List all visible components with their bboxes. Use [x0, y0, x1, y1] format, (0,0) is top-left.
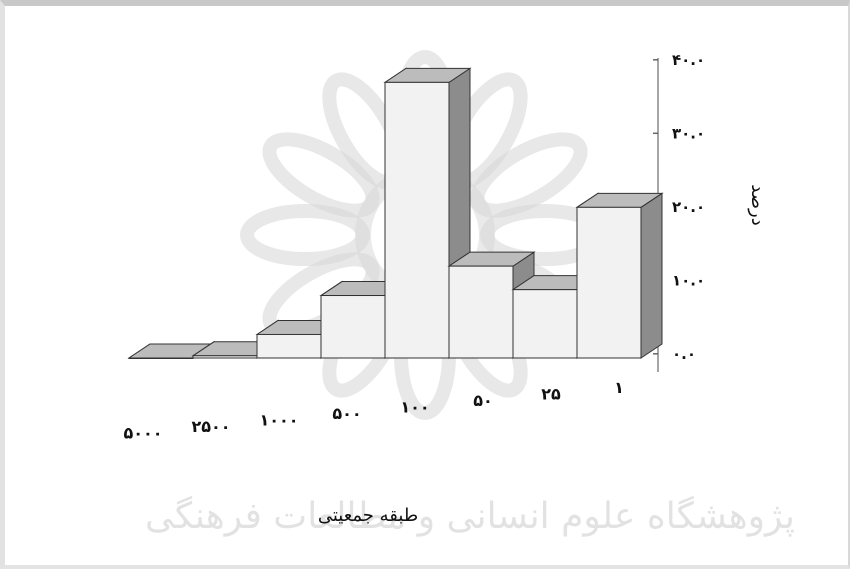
bar: [447, 251, 536, 359]
x-axis-title: طبقه جمعیتی: [318, 505, 418, 526]
y-axis-title: درصد: [747, 184, 768, 225]
category-labels: ۱ ۲۵ ۵۰ ۱۰۰ ۵۰۰ ۱۰۰۰ ۲۵۰۰ ۵۰۰۰: [123, 378, 623, 443]
category-label: ۵۰۰: [332, 404, 361, 423]
category-label: ۲۵۰۰: [191, 417, 230, 436]
bar-front: [512, 289, 578, 359]
y-axis: ۰.۰ ۱۰.۰ ۲۰.۰ ۳۰.۰ ۴۰.۰: [653, 51, 705, 372]
category-label: ۱۰۰۰: [259, 411, 298, 430]
watermark-text: پژوهشگاه علوم انسانی و مطالعات فرهنگی: [145, 495, 795, 537]
watermark-petal: [240, 204, 370, 266]
bar: [383, 67, 472, 359]
bar-front: [128, 357, 194, 359]
bar-side: [640, 192, 663, 359]
bar-front: [256, 333, 322, 359]
y-tick-label: ۴۰.۰: [672, 51, 705, 69]
category-label: ۲۵: [541, 385, 561, 404]
category-label: ۵۰۰۰: [123, 424, 162, 443]
y-tick-label: ۱۰.۰: [672, 271, 705, 289]
category-label: ۱۰۰: [400, 398, 429, 417]
y-tick-label: ۲۰.۰: [672, 198, 705, 216]
bar: [575, 192, 664, 359]
category-label: ۵۰: [473, 391, 493, 410]
bar-front: [192, 355, 258, 359]
bar-front: [384, 81, 450, 359]
bar-front: [576, 206, 642, 359]
y-tick-label: ۳۰.۰: [672, 124, 705, 142]
bar-front: [448, 265, 514, 359]
category-label: ۱: [614, 378, 624, 397]
bars: [127, 67, 664, 359]
bar-front: [320, 295, 386, 359]
y-tick-label: ۰.۰: [672, 345, 696, 363]
